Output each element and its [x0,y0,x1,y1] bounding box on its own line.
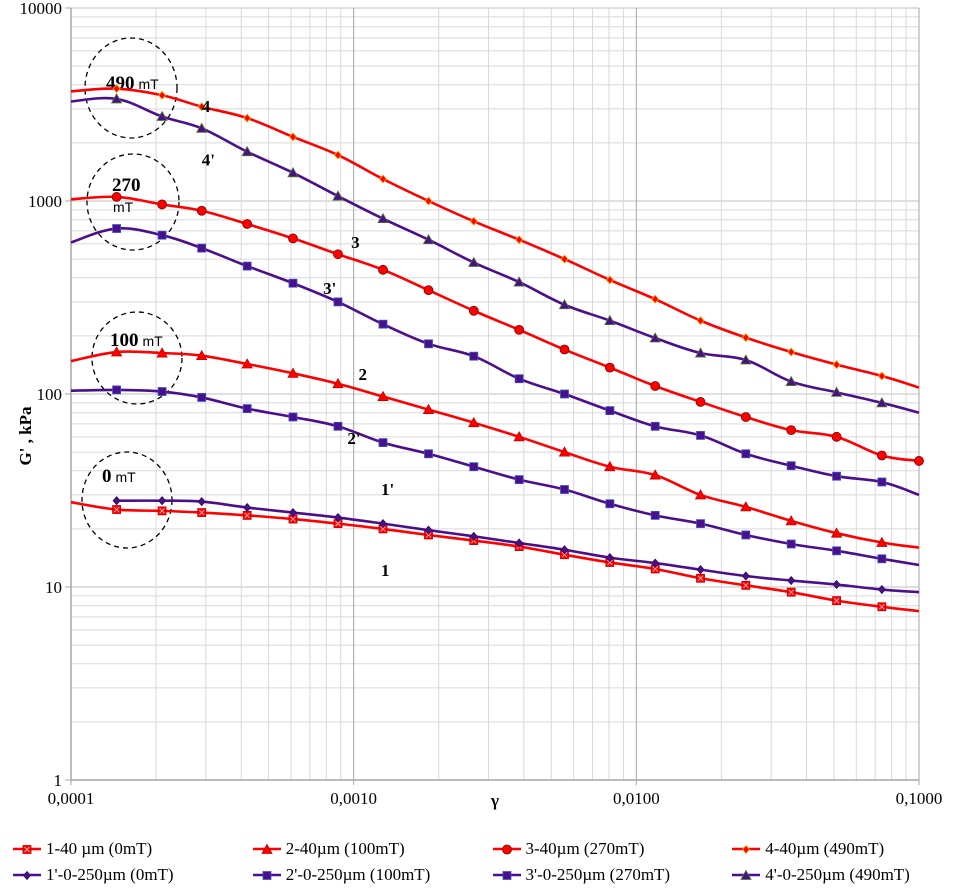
curve-label: 4' [202,150,215,169]
annotation-100: 100 mT [110,330,163,351]
legend-item-2[interactable]: 2-40µm (100mT) [252,839,492,859]
legend: 1-40 µm (0mT) 2-40µm (100mT) 3-40µm (270… [0,836,971,888]
curve-label: 3' [323,279,336,298]
legend-item-4[interactable]: 4-40µm (490mT) [731,839,971,859]
series-4prime [70,93,920,414]
legend-swatch-triangle-icon [252,843,281,854]
legend-item-2prime[interactable]: 2'-0-250µm (100mT) [252,865,492,885]
x-tick-label: 0,0010 [330,789,377,808]
legend-row-2: 1'-0-250µm (0mT) 2'-0-250µm (100mT) 3'-0… [0,862,971,888]
curve-label: 3 [351,233,360,252]
curve-label: 4 [202,97,211,116]
curve-label: 1 [381,561,390,580]
annotation-0: 0 mT [102,466,136,487]
series-4 [70,84,920,389]
annotation-circle-490 [84,37,178,139]
legend-swatch-circle-icon [492,844,521,855]
chart: 1 10 100 1000 10000 0,0001 0,0010 0,0100 0,1000… [16,0,943,810]
legend-swatch-square-icon [492,871,521,880]
data-series [70,84,924,613]
x-tick-label: 0,0100 [613,789,660,808]
x-axis-title: γ [490,791,499,810]
x-axis-ticks: 0,0001 0,0010 0,0100 0,1000 [48,780,943,808]
legend-swatch-diamond-icon [13,870,41,881]
legend-swatch-square-icon [252,871,281,880]
series-3 [70,192,924,466]
legend-swatch-triangle-icon [732,869,761,880]
series-2prime [70,385,920,567]
y-tick-label: 100 [37,385,63,404]
legend-item-4prime[interactable]: 4'-0-250µm (490mT) [731,865,971,885]
curve-label: 1' [381,480,394,499]
x-tick-label: 0,0001 [48,789,95,808]
legend-item-3[interactable]: 3-40µm (270mT) [492,839,732,859]
annotation-270-unit: mT [113,199,134,215]
y-tick-label: 1 [54,771,63,790]
y-tick-label: 10 [45,578,62,597]
legend-swatch-square-x-icon [13,845,41,854]
y-axis-title: G' , kPa [16,406,35,466]
y-axis-ticks: 1 10 100 1000 10000 [20,0,71,790]
curve-label: 2 [358,365,367,384]
y-tick-label: 10000 [20,0,63,18]
legend-item-1[interactable]: 1-40 µm (0mT) [0,839,252,859]
legend-swatch-diamond-icon [732,844,761,855]
curve-label: 2' [347,429,360,448]
annotation-circle-270 [86,153,180,251]
series-2 [70,346,920,549]
legend-item-1prime[interactable]: 1'-0-250µm (0mT) [0,865,252,885]
series-3prime [70,224,920,497]
curve-labels: 4 4' 3 3' 2 2' 1' 1 [202,97,395,580]
field-annotations: 490 mT 270 mT 100 mT 0 mT [81,37,183,549]
annotation-circle-100 [91,311,183,405]
annotation-270: 270 [112,175,141,196]
legend-item-3prime[interactable]: 3'-0-250µm (270mT) [492,865,732,885]
y-tick-label: 1000 [28,192,62,211]
x-tick-label: 0,1000 [896,789,943,808]
legend-row-1: 1-40 µm (0mT) 2-40µm (100mT) 3-40µm (270… [0,836,971,862]
series-1prime [112,496,920,595]
